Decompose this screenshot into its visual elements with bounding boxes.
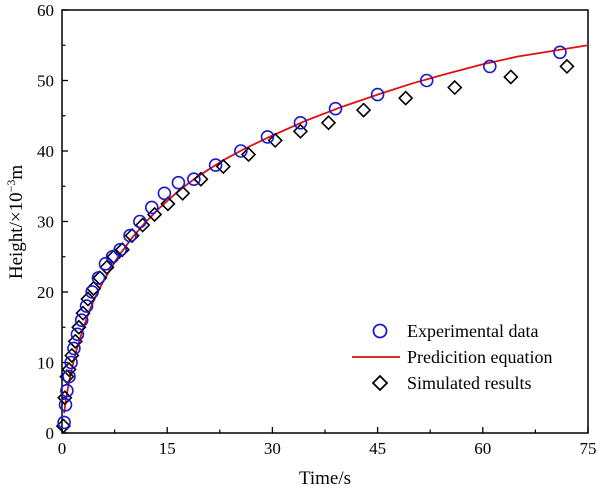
experimental-point — [328, 101, 343, 116]
experimental-point — [60, 383, 74, 398]
simulated-point — [447, 79, 463, 96]
simulated-point — [160, 196, 176, 212]
experimental-point — [74, 313, 89, 328]
y-tick-label: 10 — [37, 354, 54, 373]
simulated-point — [503, 69, 519, 85]
y-tick-label: 60 — [37, 1, 54, 20]
experimental-point — [157, 186, 172, 201]
y-axis-title-unit: m — [6, 165, 27, 180]
experimental-point — [260, 130, 275, 144]
legend-label-experimental: Experimental data — [407, 321, 538, 341]
legend: Experimental data Predicition equation S… — [352, 321, 552, 393]
experimental-point — [208, 158, 223, 172]
y-tick-label: 0 — [46, 424, 55, 443]
legend-marker-circle — [372, 323, 388, 339]
plot-frame — [61, 9, 589, 434]
simulated-point — [75, 305, 91, 321]
legend-item-simulated: Simulated results — [371, 373, 532, 393]
simulated-point — [355, 102, 372, 118]
experimental-point — [133, 214, 147, 229]
x-tick-label: 30 — [264, 439, 281, 458]
experimental-point — [370, 87, 385, 102]
simulated-point — [292, 123, 309, 139]
experimental-point — [187, 172, 201, 186]
experimental-point — [293, 116, 308, 130]
experimental-point — [144, 200, 159, 215]
experimental-point — [483, 59, 497, 74]
y-tick-label: 30 — [37, 213, 54, 232]
prediction-curve — [63, 44, 589, 414]
x-tick-label: 60 — [474, 439, 491, 458]
simulated-point — [80, 291, 96, 307]
y-axis-title-base: Height/×10 — [6, 192, 27, 279]
x-tick-label: 45 — [369, 439, 386, 458]
experimental-point — [419, 73, 434, 88]
simulated-point — [398, 90, 414, 106]
y-axis-title: Height/×10−3m — [4, 165, 27, 280]
simulated-point — [71, 319, 87, 335]
simulated-point — [320, 115, 337, 131]
legend-label-prediction: Predicition equation — [407, 347, 552, 367]
x-tick-label: 15 — [159, 439, 176, 458]
experimental-point — [64, 355, 78, 370]
legend-item-experimental: Experimental data — [372, 321, 538, 341]
simulated-point — [174, 185, 191, 201]
ticks: 0 15 30 45 60 75 0 10 20 30 40 50 60 — [37, 1, 597, 458]
experimental-point — [105, 249, 120, 264]
simulated-point — [559, 58, 575, 75]
legend-label-simulated: Simulated results — [407, 373, 532, 393]
experimental-point — [62, 369, 76, 384]
experimental-point — [79, 299, 94, 313]
x-tick-label: 75 — [580, 439, 597, 458]
simulated-point — [267, 132, 283, 149]
experimental-point — [85, 285, 99, 299]
simulated-point — [135, 217, 151, 233]
x-axis-title: Time/s — [299, 468, 351, 489]
experimental-point — [67, 341, 81, 356]
experimental-point — [123, 228, 137, 243]
legend-item-prediction: Predicition equation — [352, 347, 552, 367]
y-tick-label: 40 — [37, 142, 54, 161]
experimental-point — [70, 327, 85, 342]
simulated-point — [146, 206, 163, 223]
simulated-point — [193, 171, 209, 187]
experimental-point — [171, 175, 186, 190]
plot-area — [55, 44, 589, 434]
y-tick-label: 20 — [37, 283, 54, 302]
experimental-point — [234, 144, 248, 158]
experimental-point — [553, 45, 567, 60]
experimental-point — [58, 397, 73, 412]
y-axis-title-exponent: −3 — [4, 180, 18, 193]
experimental-point — [113, 242, 128, 257]
legend-marker-diamond — [371, 374, 389, 392]
x-tick-label: 0 — [58, 439, 67, 458]
axes — [61, 9, 589, 434]
simulated-point — [215, 158, 231, 175]
y-tick-label: 50 — [37, 72, 54, 91]
experimental-point — [98, 256, 113, 271]
experimental-point — [91, 271, 106, 285]
experimental-point — [57, 415, 71, 430]
simulated-point — [240, 146, 257, 163]
